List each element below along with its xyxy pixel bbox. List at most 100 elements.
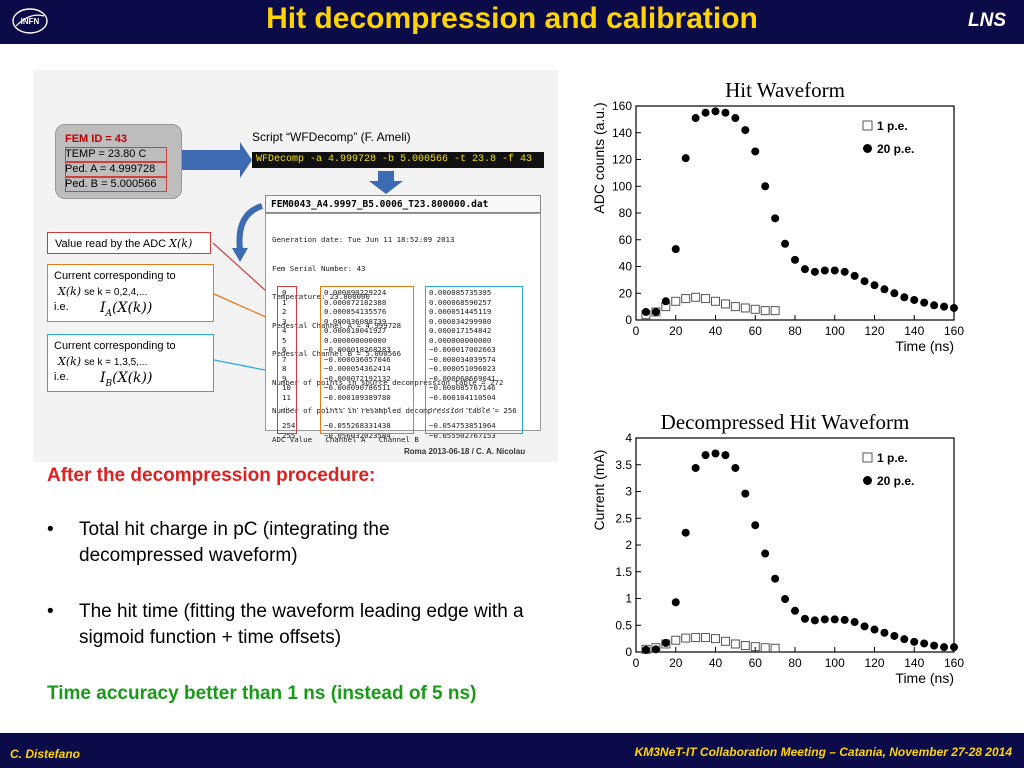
data-point-20pe: [731, 114, 740, 123]
bullet-symbol: •: [47, 601, 54, 622]
y-tick-label: 2: [625, 538, 632, 552]
fem-temp: TEMP = 23.80 C: [65, 148, 147, 160]
bullet-text: Total hit charge in pC (integrating the …: [79, 519, 390, 566]
channel-a-cell: −0.055268331438: [324, 421, 391, 430]
data-point-20pe: [870, 625, 879, 634]
data-point-20pe: [771, 214, 780, 223]
file-header-line: ADC Value Channel A Channel B: [272, 434, 419, 444]
y-tick-label: 120: [612, 153, 632, 167]
x-tick-label: 80: [788, 324, 802, 338]
file-header-line: Generation date: Tue Jun 11 18:52:09 201…: [272, 235, 455, 244]
data-point-1pe: [730, 302, 740, 312]
file-header-line: Fem Serial Number: 43: [272, 263, 366, 273]
adc-value-cell: ...: [282, 402, 296, 411]
current-b-symbol: I: [100, 370, 106, 386]
fem-ped-a: Ped. A = 4.999728: [65, 163, 156, 175]
data-point-1pe: [681, 294, 691, 304]
channel-a-cell: −0.000109389780: [324, 392, 391, 402]
channel-a-cell: ...............: [324, 402, 391, 411]
adc-value-cell: 10: [282, 383, 291, 392]
channel-b-column-highlight: [425, 286, 523, 434]
data-point-20pe: [810, 267, 819, 276]
current-b-line1: Current corresponding to: [54, 340, 176, 352]
current-a-x-symbol: X(k): [58, 285, 82, 298]
x-tick-label: 100: [825, 656, 845, 670]
channel-b-column: 0.000085735395 0.000068590257 0.0000514451…: [429, 288, 496, 440]
data-point-20pe: [910, 637, 919, 646]
adc-value-cell: 9: [282, 373, 287, 383]
current-b-x-symbol: X(k): [58, 355, 82, 368]
data-point-1pe: [711, 296, 720, 306]
data-point-20pe: [641, 307, 650, 316]
data-point-20pe: [930, 301, 939, 310]
data-point-20pe: [850, 618, 859, 627]
logo-text: INFN: [21, 17, 40, 26]
legend-label: 1 p.e.: [877, 451, 908, 465]
data-point-1pe: [720, 636, 730, 646]
channel-b-cell: −0.000017002663: [429, 345, 496, 354]
data-point-20pe: [791, 255, 799, 264]
channel-a-cell: 0.000090229224: [324, 288, 387, 297]
y-axis-label: Current (mA): [591, 450, 607, 531]
y-tick-label: 160: [612, 99, 632, 113]
chart-title: Decompressed Hit Waveform: [661, 410, 910, 434]
channel-a-cell: −0.000018268283: [324, 345, 391, 354]
channel-a-column-highlight: [320, 286, 414, 434]
data-point-20pe: [681, 154, 690, 163]
fem-id: FEM ID = 43: [65, 133, 128, 145]
data-point-20pe: [840, 615, 849, 624]
channel-a-cell: 0.000018041927: [324, 326, 387, 335]
accuracy-text: Time accuracy better than 1 ns (instead …: [47, 683, 477, 704]
data-point-20pe: [691, 463, 700, 472]
legend-label: 20 p.e.: [877, 474, 914, 488]
chart-title: Hit Waveform: [725, 78, 845, 102]
legend-label: 20 p.e.: [877, 142, 914, 156]
channel-a-cell: 0.000072182388: [324, 297, 387, 307]
data-point-1pe: [691, 292, 701, 302]
data-point-1pe: [711, 634, 720, 644]
y-tick-label: 80: [619, 206, 633, 220]
data-point-20pe: [840, 267, 849, 276]
data-point-20pe: [741, 489, 750, 498]
current-a-argument: (X(k)): [112, 300, 153, 316]
adc-value-cell: 6: [282, 345, 287, 354]
channel-b-cell: 0.000017154842: [429, 326, 492, 335]
channel-b-cell: 0.000051445119: [429, 307, 492, 316]
channel-b-cell: ...............: [429, 402, 496, 411]
data-point-20pe: [890, 289, 899, 298]
data-point-1pe: [671, 635, 681, 645]
data-point-20pe: [800, 265, 809, 274]
data-point-20pe: [800, 614, 809, 623]
author: C. Distefano: [10, 747, 81, 761]
adc-label-box: Value read by the ADC X(k): [47, 232, 211, 254]
data-point-20pe: [741, 126, 750, 135]
adc-symbol: X(k): [169, 237, 193, 250]
data-point-20pe: [820, 266, 829, 275]
intro-text: After the decompression procedure:: [47, 465, 376, 486]
y-tick-label: 0: [625, 313, 632, 327]
y-tick-label: 100: [612, 179, 632, 193]
file-header-line: Number of points in resampled decompress…: [272, 406, 517, 415]
x-tick-label: 140: [904, 324, 924, 338]
data-point-20pe: [781, 239, 790, 248]
data-point-20pe: [781, 595, 790, 604]
channel-b-cell: −0.055502767153: [429, 430, 496, 440]
x-tick-label: 120: [864, 656, 884, 670]
footer-bar: [0, 733, 1024, 768]
data-point-20pe: [721, 451, 730, 460]
x-tick-label: 40: [709, 324, 723, 338]
data-point-20pe: [880, 285, 889, 294]
current-b-line2: se k = 1,3,5,...: [84, 357, 148, 368]
data-point-20pe: [681, 528, 690, 537]
x-tick-label: 0: [633, 324, 640, 338]
data-point-1pe: [671, 296, 681, 306]
file-name: FEM0043_A4.9997_B5.0006_T23.800000.dat: [265, 195, 541, 213]
file-header-line: Pedestal Channel B = 5.000566: [272, 349, 402, 358]
channel-a-cell: 0.000054135576: [324, 307, 387, 316]
y-tick-label: 40: [619, 260, 633, 274]
current-b-argument: (X(k)): [112, 370, 153, 386]
data-point-20pe: [721, 108, 730, 117]
data-point-1pe: [730, 639, 740, 649]
data-point-20pe: [910, 295, 919, 304]
channel-a-cell: −0.000054362414: [324, 364, 391, 373]
